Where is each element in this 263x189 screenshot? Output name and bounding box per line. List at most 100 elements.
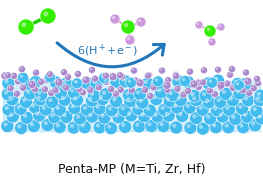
Circle shape (240, 110, 254, 123)
Circle shape (48, 90, 55, 97)
Circle shape (155, 86, 168, 99)
Circle shape (229, 84, 236, 91)
Circle shape (204, 112, 217, 125)
Circle shape (16, 79, 18, 81)
Circle shape (99, 88, 112, 101)
Circle shape (96, 105, 100, 109)
Circle shape (1, 120, 14, 133)
Circle shape (117, 86, 124, 93)
Circle shape (29, 75, 42, 88)
Circle shape (177, 96, 181, 100)
Circle shape (130, 88, 132, 90)
Circle shape (180, 91, 187, 98)
Circle shape (195, 21, 203, 29)
Circle shape (151, 85, 154, 88)
Circle shape (188, 70, 190, 72)
Circle shape (31, 103, 35, 108)
Circle shape (254, 75, 260, 82)
Circle shape (70, 124, 74, 128)
Circle shape (110, 75, 123, 88)
Circle shape (202, 96, 215, 109)
Circle shape (252, 107, 257, 111)
Circle shape (169, 91, 173, 95)
Circle shape (101, 75, 104, 78)
Circle shape (206, 87, 213, 94)
Circle shape (239, 123, 244, 128)
Circle shape (148, 94, 150, 96)
Circle shape (39, 103, 52, 116)
Circle shape (160, 122, 164, 126)
Circle shape (76, 72, 78, 74)
Circle shape (229, 66, 235, 73)
Circle shape (93, 80, 97, 84)
Circle shape (85, 94, 99, 107)
Circle shape (239, 87, 246, 94)
Circle shape (255, 77, 257, 79)
Circle shape (119, 75, 132, 88)
Circle shape (112, 16, 115, 19)
Circle shape (62, 113, 67, 117)
Circle shape (15, 122, 28, 135)
Circle shape (53, 103, 66, 116)
Circle shape (34, 70, 36, 73)
Circle shape (17, 124, 21, 128)
Circle shape (90, 77, 103, 91)
Circle shape (70, 104, 75, 108)
Circle shape (3, 74, 5, 76)
Circle shape (172, 124, 176, 128)
Circle shape (78, 121, 91, 134)
Circle shape (105, 104, 118, 117)
Circle shape (150, 84, 157, 91)
Circle shape (144, 80, 148, 84)
Circle shape (196, 81, 198, 83)
Circle shape (211, 91, 218, 98)
Circle shape (80, 103, 93, 116)
Circle shape (104, 122, 118, 135)
Circle shape (35, 88, 48, 101)
Circle shape (204, 25, 216, 37)
Circle shape (99, 73, 109, 84)
Circle shape (43, 87, 45, 90)
Circle shape (50, 76, 63, 89)
Circle shape (46, 95, 59, 108)
Circle shape (236, 102, 249, 115)
Circle shape (184, 78, 188, 83)
Circle shape (110, 14, 120, 24)
Circle shape (202, 68, 204, 70)
Circle shape (48, 72, 50, 74)
FancyArrowPatch shape (57, 43, 164, 67)
Circle shape (90, 92, 94, 96)
Circle shape (60, 69, 68, 76)
Circle shape (173, 104, 178, 108)
Circle shape (68, 86, 80, 99)
Circle shape (108, 106, 112, 111)
Circle shape (60, 77, 73, 90)
Circle shape (195, 79, 202, 86)
Circle shape (136, 96, 149, 109)
Circle shape (12, 74, 14, 76)
Circle shape (217, 23, 225, 31)
Circle shape (74, 79, 81, 86)
Circle shape (147, 92, 154, 99)
Circle shape (5, 106, 9, 110)
Circle shape (174, 94, 187, 107)
Circle shape (176, 109, 189, 122)
Circle shape (190, 92, 195, 96)
Text: Penta-MP (M=Ti, Zr, Hf): Penta-MP (M=Ti, Zr, Hf) (58, 163, 205, 176)
Circle shape (237, 121, 250, 134)
Circle shape (214, 95, 227, 108)
Circle shape (84, 78, 86, 80)
Circle shape (38, 79, 44, 86)
Circle shape (100, 114, 105, 118)
Circle shape (8, 95, 12, 100)
Circle shape (200, 67, 208, 74)
Circle shape (88, 88, 90, 90)
Circle shape (48, 98, 52, 102)
Circle shape (95, 84, 102, 91)
Circle shape (234, 80, 245, 91)
Circle shape (22, 98, 26, 102)
Circle shape (47, 71, 53, 78)
Circle shape (90, 68, 92, 70)
Circle shape (219, 83, 221, 85)
Circle shape (157, 120, 170, 133)
